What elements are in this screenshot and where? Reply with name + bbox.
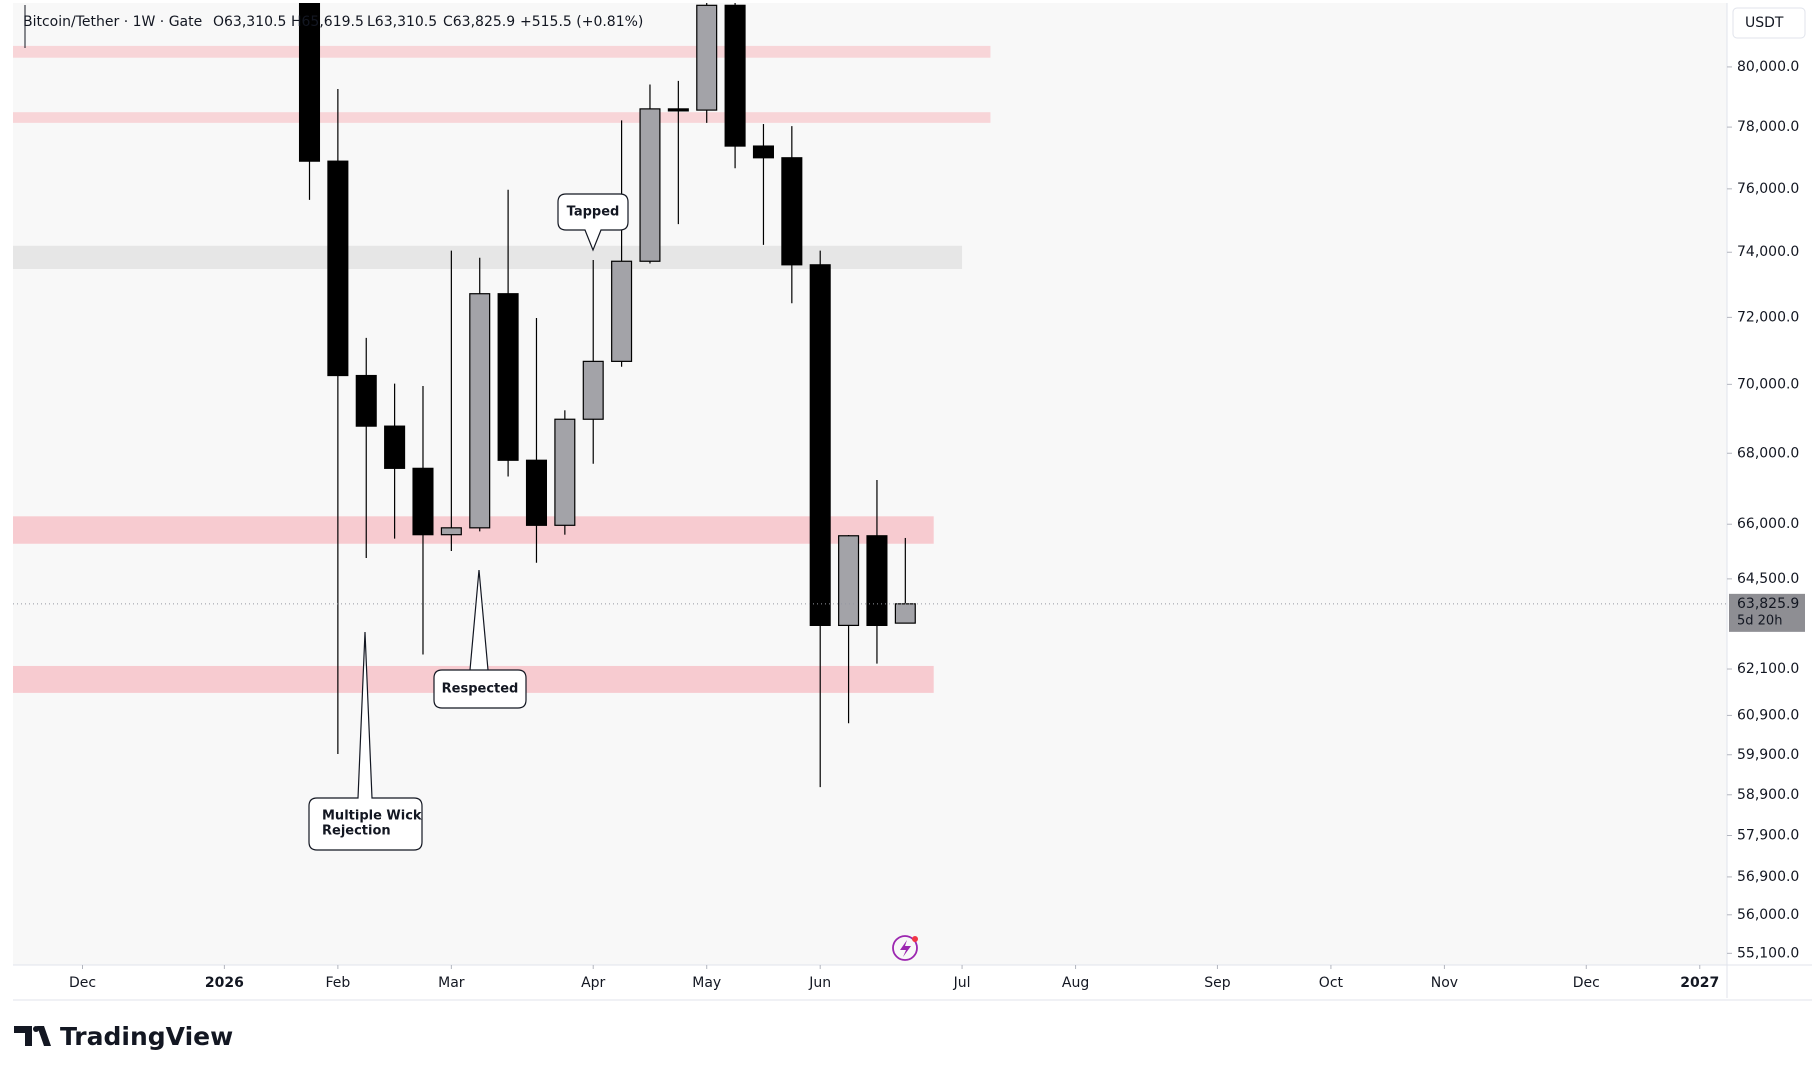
ohlc-high: H65,619.5 — [291, 14, 364, 30]
candle-body — [440, 527, 462, 536]
currency-button[interactable] — [1732, 7, 1806, 39]
x-tick-label: Dec — [69, 975, 96, 991]
candle-body — [724, 4, 746, 147]
candle-body — [809, 264, 831, 626]
candle-body — [525, 459, 548, 526]
ohlc-open: O63,310.5 — [213, 14, 286, 30]
candle-body — [696, 4, 718, 111]
y-tick-label: 68,000.0 — [1737, 445, 1799, 461]
y-tick-label: 74,000.0 — [1737, 244, 1799, 260]
brand-name[interactable]: TradingView — [60, 1022, 233, 1051]
current-price-label: 63,825.9 — [1737, 596, 1799, 612]
y-tick-label: 58,900.0 — [1737, 787, 1799, 803]
zone — [13, 245, 963, 270]
callout-respected: Respected — [433, 569, 527, 709]
x-tick-label: Apr — [581, 975, 605, 991]
y-tick-label: 57,900.0 — [1737, 827, 1799, 843]
candle-body — [384, 425, 406, 469]
y-tick-label: 60,900.0 — [1737, 707, 1799, 723]
x-tick-label: Mar — [438, 975, 465, 991]
countdown-label: 5d 20h — [1737, 613, 1782, 628]
annotation-text: Respected — [442, 682, 519, 697]
candle-body — [412, 467, 434, 536]
candle-body — [667, 108, 689, 112]
y-tick-label: 59,900.0 — [1737, 747, 1799, 763]
x-tick-label: Jul — [953, 975, 971, 991]
zone — [13, 45, 991, 58]
x-tick-label: Feb — [325, 975, 350, 991]
x-tick-label: 2026 — [205, 975, 244, 991]
candle-body — [781, 157, 803, 266]
x-tick-label: Dec — [1573, 975, 1600, 991]
price-axis-background — [1727, 3, 1812, 998]
candle-body — [866, 535, 888, 626]
y-tick-label: 76,000.0 — [1737, 181, 1799, 197]
y-tick-label: 56,000.0 — [1737, 907, 1799, 923]
x-tick-label: May — [692, 975, 721, 991]
y-tick-label: 72,000.0 — [1737, 309, 1799, 325]
candle-body — [298, 3, 321, 162]
candle-body — [639, 108, 661, 262]
annotation-text: Rejection — [322, 824, 391, 839]
y-tick-label: 78,000.0 — [1737, 119, 1799, 135]
current-price-box — [1729, 593, 1805, 632]
candle-body — [838, 535, 860, 626]
candle-body — [355, 374, 377, 427]
candle-body — [554, 418, 576, 526]
x-tick-label: Sep — [1204, 975, 1231, 991]
x-tick-label: Nov — [1431, 975, 1458, 991]
alert-icon[interactable] — [892, 935, 918, 961]
x-tick-label: Aug — [1062, 975, 1089, 991]
candle-body — [894, 603, 916, 624]
x-tick-label: Jun — [808, 975, 831, 991]
candle-body — [752, 145, 774, 159]
y-tick-label: 70,000.0 — [1737, 376, 1799, 392]
currency-label[interactable]: USDT — [1745, 15, 1784, 31]
x-tick-label: Oct — [1319, 975, 1344, 991]
ohlc-change: +515.5 (+0.81%) — [520, 14, 643, 30]
symbol-title: Bitcoin/Tether · 1W · Gate — [23, 14, 202, 30]
brand-logo[interactable]: TradingView — [14, 1022, 233, 1051]
callout-tapped: Tapped — [557, 193, 629, 252]
y-tick-label: 64,500.0 — [1737, 571, 1799, 587]
x-tick-label: 2027 — [1680, 975, 1719, 991]
zone — [13, 112, 991, 123]
y-tick-label: 56,900.0 — [1737, 869, 1799, 885]
candle-body — [469, 293, 491, 529]
ohlc-low: L63,310.5 — [367, 14, 437, 30]
y-tick-label: 55,100.0 — [1737, 945, 1799, 961]
y-tick-label: 66,000.0 — [1737, 516, 1799, 532]
y-tick-label: 80,000.0 — [1737, 59, 1799, 75]
plot-background — [13, 3, 1727, 965]
candle-body — [611, 260, 633, 362]
candle-body — [327, 160, 349, 377]
candle-body — [582, 360, 604, 420]
candle-body — [497, 293, 519, 461]
ohlc-close: C63,825.9 — [443, 14, 515, 30]
annotation-text: Multiple Wick — [322, 809, 422, 824]
y-tick-label: 62,100.0 — [1737, 661, 1799, 677]
annotation-text: Tapped — [567, 205, 620, 220]
callout-wick-rejection: Multiple Wick Rejection — [308, 631, 423, 851]
